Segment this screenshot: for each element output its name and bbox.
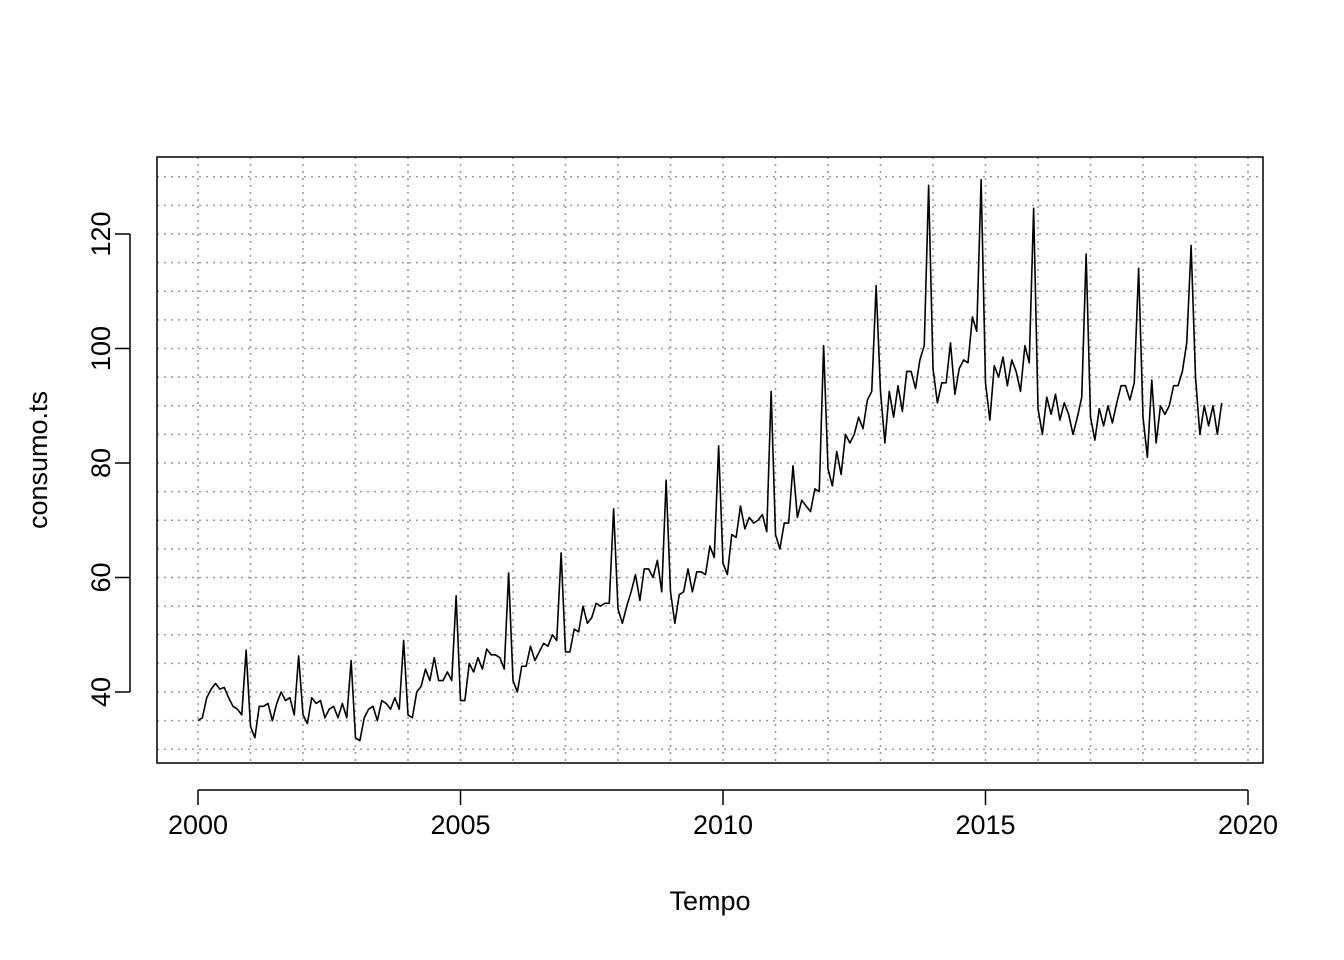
y-tick-label: 100: [86, 326, 116, 371]
y-tick-label: 40: [86, 677, 116, 707]
grid-lines: [157, 157, 1263, 763]
plot-frame: [156, 156, 1264, 764]
series-line: [197, 178, 1223, 742]
x-tick-label: 2020: [1218, 810, 1278, 840]
x-axis: 2000 2005 2010 2015 2020: [168, 789, 1278, 840]
y-axis: 40 60 80 100 120: [86, 211, 131, 707]
y-tick-label: 120: [86, 211, 116, 256]
x-axis-label: Tempo: [669, 886, 750, 916]
x-tick-label: 2005: [430, 810, 490, 840]
series-layer: [197, 178, 1223, 742]
y-tick-label: 60: [86, 562, 116, 592]
y-tick-label: 80: [86, 448, 116, 478]
x-tick-label: 2010: [693, 810, 753, 840]
x-tick-label: 2015: [955, 810, 1015, 840]
x-tick-label: 2000: [168, 810, 228, 840]
y-axis-label: consumo.ts: [23, 391, 53, 529]
